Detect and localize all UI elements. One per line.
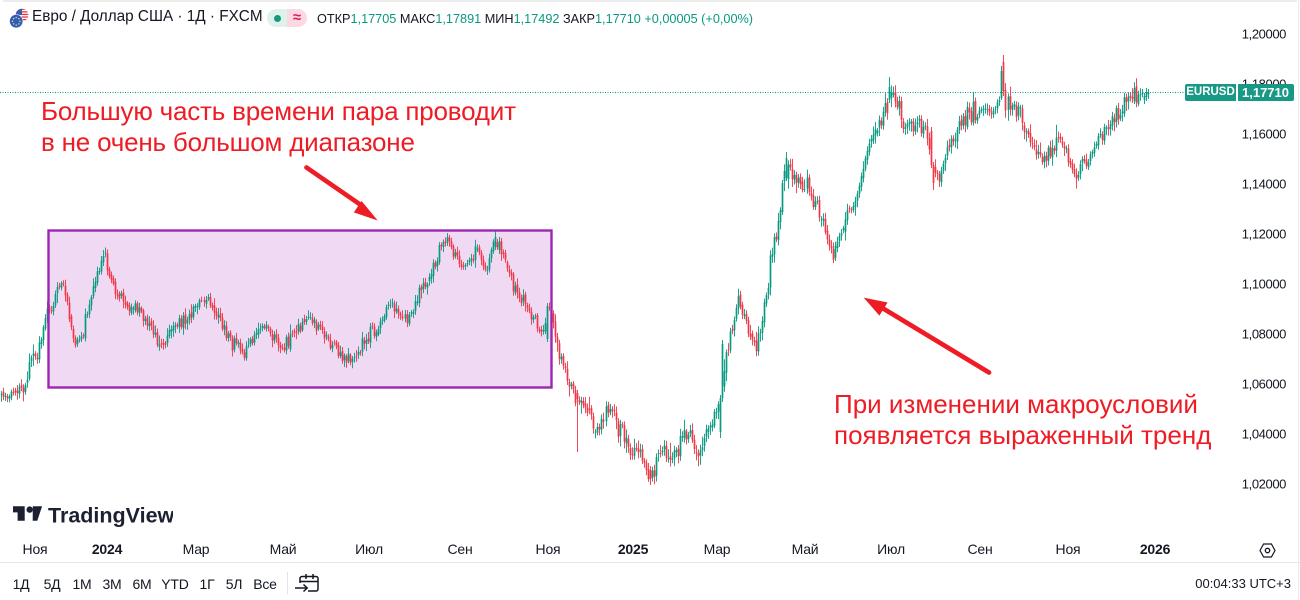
svg-text:TradingView: TradingView — [48, 506, 173, 527]
